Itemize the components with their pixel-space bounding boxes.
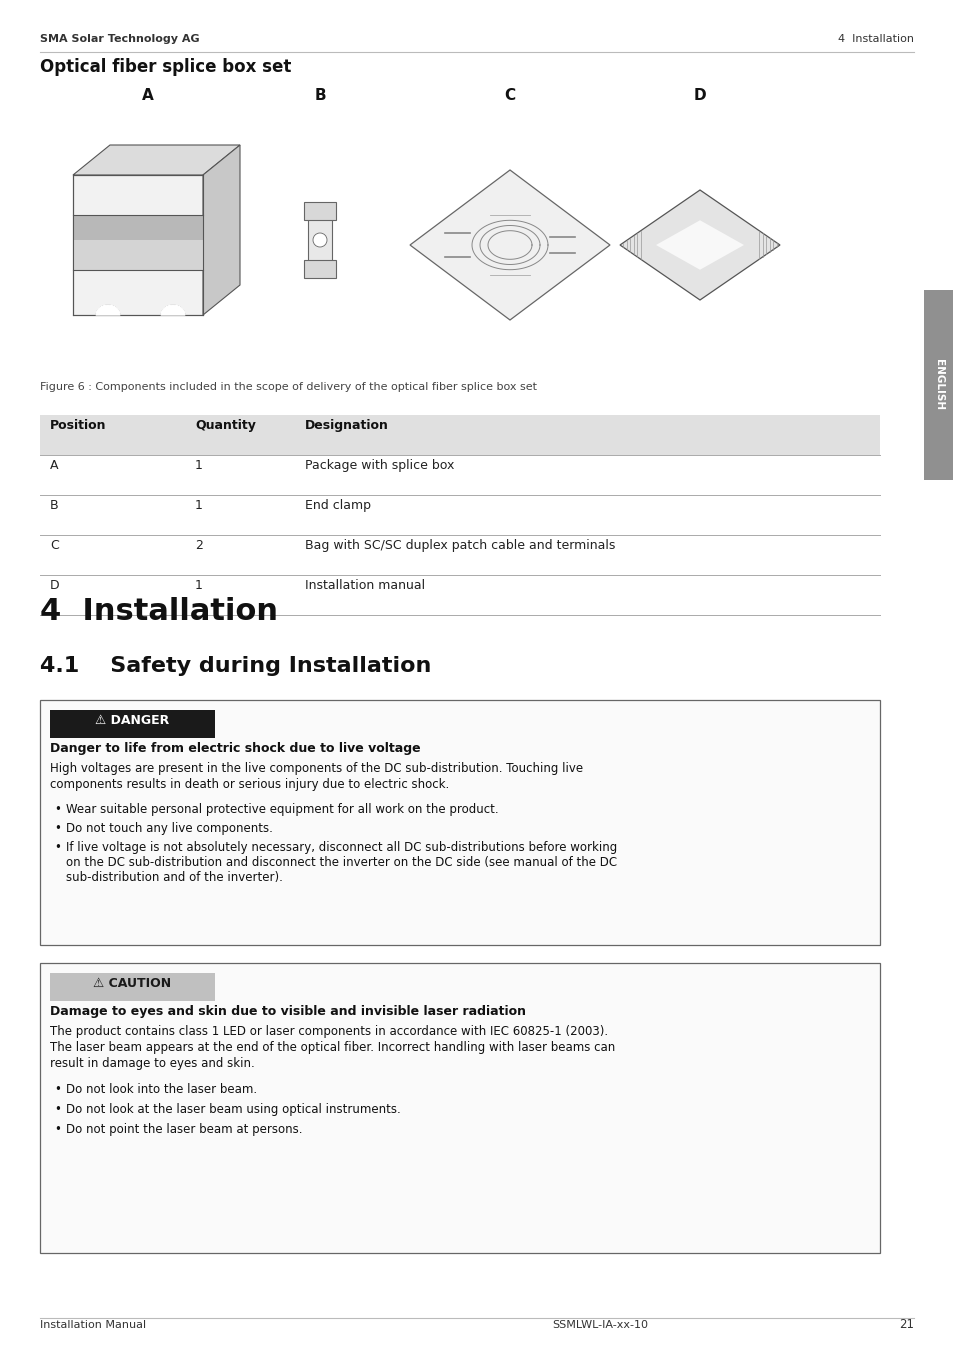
Text: 21: 21 [898, 1317, 913, 1331]
Polygon shape [304, 202, 335, 219]
Text: components results in death or serious injury due to electric shock.: components results in death or serious i… [50, 779, 449, 791]
Text: Package with splice box: Package with splice box [305, 459, 454, 473]
Polygon shape [308, 210, 332, 269]
Polygon shape [73, 215, 203, 240]
Polygon shape [203, 145, 240, 315]
Polygon shape [73, 240, 203, 269]
Text: Quantity: Quantity [194, 418, 255, 432]
Text: C: C [504, 88, 515, 103]
Text: on the DC sub-distribution and disconnect the inverter on the DC side (see manua: on the DC sub-distribution and disconnec… [66, 856, 617, 869]
Text: The product contains class 1 LED or laser components in accordance with IEC 6082: The product contains class 1 LED or lase… [50, 1025, 607, 1039]
Text: 1: 1 [194, 500, 203, 512]
FancyBboxPatch shape [923, 290, 953, 481]
Text: ⚠ DANGER: ⚠ DANGER [95, 714, 170, 727]
Polygon shape [410, 171, 609, 320]
Text: Installation manual: Installation manual [305, 580, 425, 592]
Circle shape [313, 233, 327, 246]
Text: B: B [314, 88, 326, 103]
Text: 4.1    Safety during Installation: 4.1 Safety during Installation [40, 655, 431, 676]
Text: Do not look into the laser beam.: Do not look into the laser beam. [66, 1083, 257, 1095]
FancyBboxPatch shape [40, 963, 879, 1252]
Text: A: A [142, 88, 153, 103]
Text: If live voltage is not absolutely necessary, disconnect all DC sub-distributions: If live voltage is not absolutely necess… [66, 841, 617, 854]
Polygon shape [161, 305, 185, 315]
Text: 2: 2 [194, 539, 203, 552]
Polygon shape [73, 175, 203, 315]
Text: •: • [54, 1104, 61, 1116]
Text: Do not look at the laser beam using optical instruments.: Do not look at the laser beam using opti… [66, 1104, 400, 1116]
Text: 1: 1 [194, 580, 203, 592]
Polygon shape [619, 190, 780, 301]
Text: Do not touch any live components.: Do not touch any live components. [66, 822, 273, 835]
Polygon shape [73, 145, 240, 175]
Text: Installation Manual: Installation Manual [40, 1320, 146, 1330]
Text: D: D [693, 88, 705, 103]
Text: 4  Installation: 4 Installation [837, 34, 913, 43]
FancyBboxPatch shape [40, 414, 879, 455]
Text: ENGLISH: ENGLISH [933, 359, 943, 410]
Text: 1: 1 [194, 459, 203, 473]
Text: Designation: Designation [305, 418, 389, 432]
Text: Position: Position [50, 418, 107, 432]
Text: End clamp: End clamp [305, 500, 371, 512]
Text: •: • [54, 1083, 61, 1095]
Text: sub-distribution and of the inverter).: sub-distribution and of the inverter). [66, 871, 283, 884]
Text: ⚠ CAUTION: ⚠ CAUTION [93, 976, 172, 990]
Polygon shape [304, 260, 335, 278]
FancyBboxPatch shape [50, 974, 214, 1001]
Text: The laser beam appears at the end of the optical fiber. Incorrect handling with : The laser beam appears at the end of the… [50, 1041, 615, 1053]
Polygon shape [656, 221, 743, 269]
Text: 4  Installation: 4 Installation [40, 597, 277, 626]
Text: D: D [50, 580, 59, 592]
Text: Bag with SC/SC duplex patch cable and terminals: Bag with SC/SC duplex patch cable and te… [305, 539, 615, 552]
Text: Figure 6 : Components included in the scope of delivery of the optical fiber spl: Figure 6 : Components included in the sc… [40, 382, 537, 393]
Text: B: B [50, 500, 58, 512]
Text: C: C [50, 539, 59, 552]
FancyBboxPatch shape [50, 709, 214, 738]
Text: SSMLWL-IA-xx-10: SSMLWL-IA-xx-10 [552, 1320, 647, 1330]
Text: Optical fiber splice box set: Optical fiber splice box set [40, 58, 291, 76]
Text: Do not point the laser beam at persons.: Do not point the laser beam at persons. [66, 1122, 302, 1136]
Text: Danger to life from electric shock due to live voltage: Danger to life from electric shock due t… [50, 742, 420, 756]
Text: •: • [54, 822, 61, 835]
FancyBboxPatch shape [40, 700, 879, 945]
Text: •: • [54, 1122, 61, 1136]
Text: •: • [54, 803, 61, 816]
Text: SMA Solar Technology AG: SMA Solar Technology AG [40, 34, 199, 43]
Text: A: A [50, 459, 58, 473]
Polygon shape [96, 305, 120, 315]
Text: Damage to eyes and skin due to visible and invisible laser radiation: Damage to eyes and skin due to visible a… [50, 1005, 525, 1018]
Text: High voltages are present in the live components of the DC sub-distribution. Tou: High voltages are present in the live co… [50, 762, 582, 774]
Text: result in damage to eyes and skin.: result in damage to eyes and skin. [50, 1057, 254, 1070]
Text: •: • [54, 841, 61, 854]
Text: Wear suitable personal protective equipment for all work on the product.: Wear suitable personal protective equipm… [66, 803, 498, 816]
